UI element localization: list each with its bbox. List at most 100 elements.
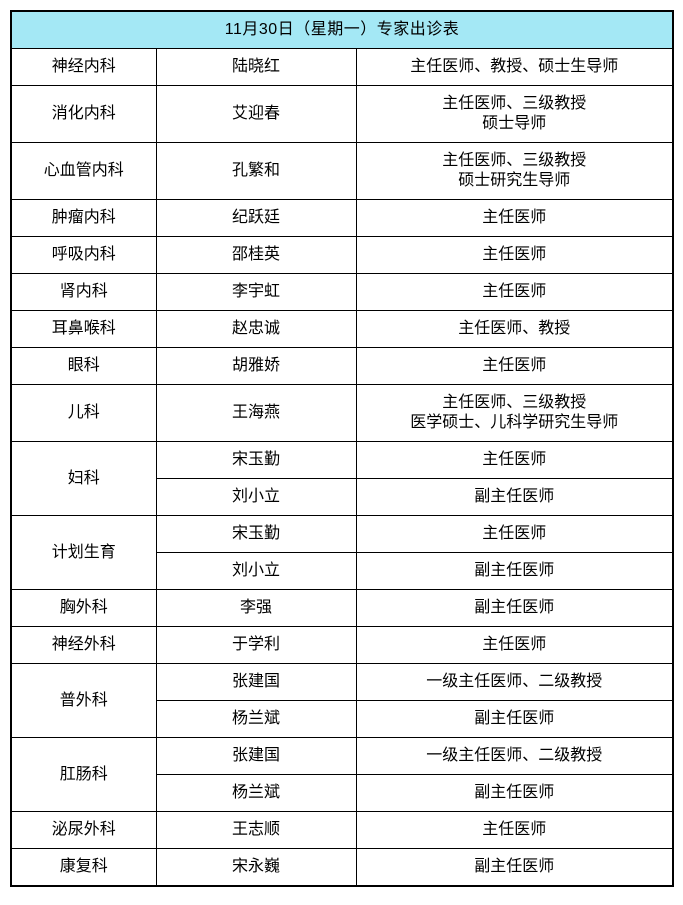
doctor-title-line: 主任医师 [482,636,547,653]
table-row: 泌尿外科 王志顺 主任医师 [10,811,674,849]
department-cell: 康复科 [10,848,157,887]
doctor-name-cell: 陆晓红 [155,48,357,86]
doctor-title-line: 主任医师 [482,246,547,263]
table-row: 计划生育 宋玉勤 主任医师 [10,515,674,590]
doctor-title-cell: 主任医师、三级教授 硕士研究生导师 [355,142,674,200]
doctor-title-line: 硕士导师 [482,115,547,132]
doctor-title-cell: 主任医师 [355,441,674,479]
doctor-name-cell: 宋玉勤 [155,515,357,553]
doctor-name-cell: 杨兰斌 [155,774,357,812]
doctor-title-cell: 副主任医师 [355,478,674,516]
department-cell: 神经外科 [10,626,157,664]
doctor-title-line: 主任医师 [482,283,547,300]
doctor-title-cell: 主任医师 [355,273,674,311]
doctor-title-line: 主任医师 [482,525,547,542]
doctor-title-cell: 主任医师 [355,347,674,385]
doctor-title-line: 主任医师 [482,209,547,226]
doctor-title-line: 副主任医师 [474,710,555,727]
doctor-title-line: 副主任医师 [474,599,555,616]
doctor-name-cell: 张建国 [155,663,357,701]
doctor-name-cell: 刘小立 [155,552,357,590]
department-cell: 肿瘤内科 [10,199,157,237]
department-cell: 神经内科 [10,48,157,86]
doctor-title-cell: 副主任医师 [355,700,674,738]
doctor-title-line: 主任医师 [482,357,547,374]
doctor-name-cell: 胡雅娇 [155,347,357,385]
doctor-name-cell: 赵忠诚 [155,310,357,348]
doctor-name-cell: 张建国 [155,737,357,775]
department-cell: 心血管内科 [10,142,157,200]
doctor-name-cell: 王海燕 [155,384,357,442]
table-row: 耳鼻喉科 赵忠诚 主任医师、教授 [10,310,674,348]
table-row: 肾内科 李宇虹 主任医师 [10,273,674,311]
doctor-title-cell: 主任医师、三级教授 硕士导师 [355,85,674,143]
table-row: 杨兰斌 副主任医师 [11,774,674,812]
department-cell: 计划生育 [10,515,157,590]
table-title: 11月30日（星期一）专家出诊表 [10,10,674,49]
doctor-title-cell: 副主任医师 [355,552,674,590]
doctor-title-line: 主任医师、三级教授 [442,95,587,112]
doctor-title-line: 主任医师 [482,821,547,838]
table-row: 普外科 张建国 一级主任医师、二级教授 [10,663,674,738]
table-row: 眼科 胡雅娇 主任医师 [10,347,674,385]
doctor-name-cell: 王志顺 [155,811,357,849]
doctor-title-line: 主任医师、教授 [458,320,571,337]
doctor-title-cell: 主任医师、教授、硕士生导师 [355,48,674,86]
table-row: 康复科 宋永巍 副主任医师 [10,848,674,887]
doctor-title-cell: 主任医师 [355,515,674,553]
table-row: 胸外科 李强 副主任医师 [10,589,674,627]
doctor-title-cell: 副主任医师 [355,774,674,812]
doctor-name-cell: 宋玉勤 [155,441,357,479]
department-cell: 眼科 [10,347,157,385]
table-title-row: 11月30日（星期一）专家出诊表 [10,10,674,49]
department-cell: 耳鼻喉科 [10,310,157,348]
doctor-name-cell: 艾迎春 [155,85,357,143]
doctor-name-cell: 邵桂英 [155,236,357,274]
department-cell: 肾内科 [10,273,157,311]
doctor-title-line: 副主任医师 [474,488,555,505]
department-cell: 儿科 [10,384,157,442]
doctor-title-cell: 副主任医师 [355,589,674,627]
table-row: 神经内科 陆晓红 主任医师、教授、硕士生导师 [10,48,674,86]
doctor-title-line: 主任医师、三级教授 [442,394,587,411]
department-cell: 泌尿外科 [10,811,157,849]
doctor-title-line: 一级主任医师、二级教授 [426,673,603,690]
doctor-title-cell: 主任医师 [355,236,674,274]
department-cell: 胸外科 [10,589,157,627]
department-cell: 普外科 [10,663,157,738]
doctor-name-cell: 宋永巍 [155,848,357,887]
table-row: 杨兰斌 副主任医师 [11,700,674,738]
table-row: 肿瘤内科 纪跃廷 主任医师 [10,199,674,237]
table-row: 肛肠科 张建国 一级主任医师、二级教授 [10,737,674,812]
table-row: 刘小立 副主任医师 [11,478,674,516]
department-cell: 妇科 [10,441,157,516]
doctor-name-cell: 杨兰斌 [155,700,357,738]
doctor-title-line: 主任医师、教授、硕士生导师 [410,58,619,75]
doctor-title-line: 主任医师、三级教授 [442,152,587,169]
table-row: 儿科 王海燕 主任医师、三级教授医学硕士、儿科学研究生导师 [10,384,674,442]
department-cell: 呼吸内科 [10,236,157,274]
doctor-title-cell: 主任医师、教授 [355,310,674,348]
clinic-schedule-table: 11月30日（星期一）专家出诊表 神经内科 陆晓红 主任医师、教授、硕士生导师消化内… [10,10,675,887]
doctor-title-cell: 一级主任医师、二级教授 [355,737,674,775]
doctor-name-cell: 于学利 [155,626,357,664]
table-row: 神经外科 于学利 主任医师 [10,626,674,664]
doctor-name-cell: 纪跃廷 [155,199,357,237]
doctor-title-cell: 主任医师 [355,811,674,849]
doctor-title-cell: 副主任医师 [355,848,674,887]
table-row: 刘小立 副主任医师 [11,552,674,590]
department-cell: 消化内科 [10,85,157,143]
doctor-name-cell: 李强 [155,589,357,627]
doctor-title-line: 副主任医师 [474,562,555,579]
doctor-title-line: 医学硕士、儿科学研究生导师 [410,414,619,431]
table-row: 心血管内科 孔繁和 主任医师、三级教授 硕士研究生导师 [10,142,674,200]
doctor-title-cell: 主任医师 [355,199,674,237]
table-row: 消化内科 艾迎春 主任医师、三级教授 硕士导师 [10,85,674,143]
doctor-name-cell: 刘小立 [155,478,357,516]
doctor-title-line: 一级主任医师、二级教授 [426,747,603,764]
doctor-title-line: 副主任医师 [474,784,555,801]
doctor-title-line: 硕士研究生导师 [458,172,571,189]
doctor-name-cell: 孔繁和 [155,142,357,200]
table-row: 妇科 宋玉勤 主任医师 [10,441,674,516]
